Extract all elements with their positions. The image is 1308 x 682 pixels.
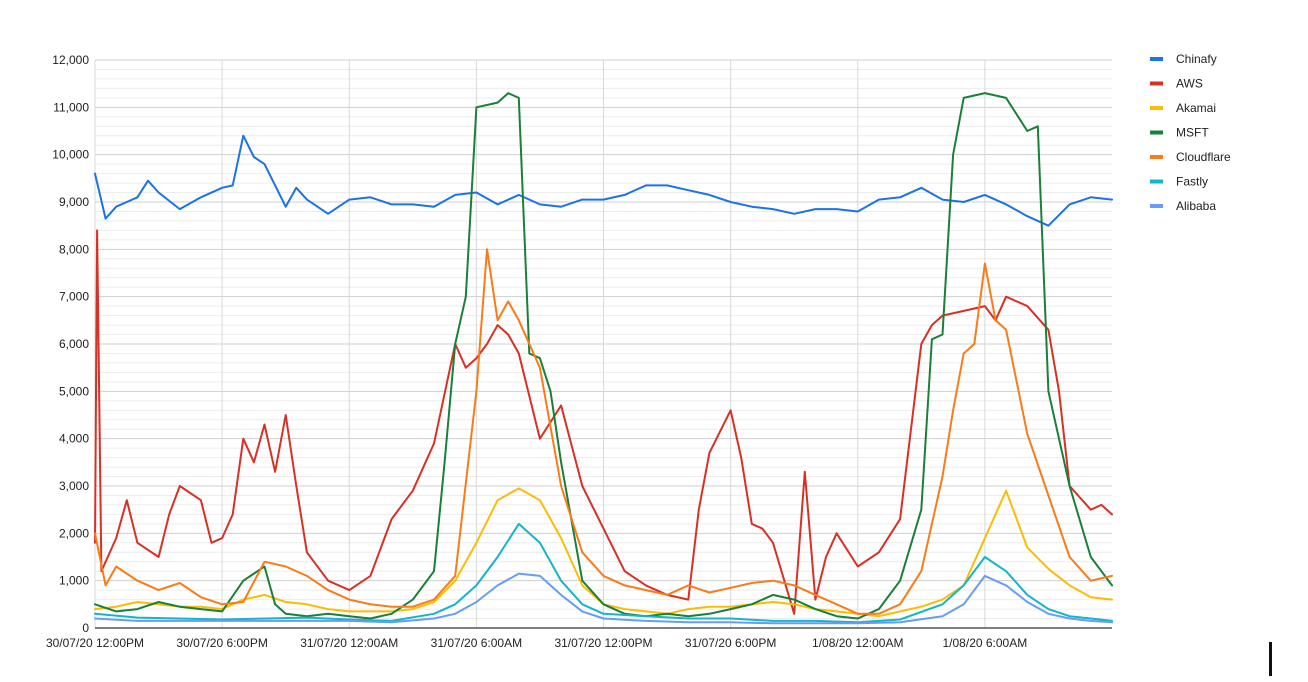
series-line-aws (94, 229, 1113, 615)
y-tick-label: 11,000 (53, 100, 89, 114)
y-tick-label: 9,000 (59, 195, 89, 209)
x-tick-label: 1/08/20 6:00AM (943, 636, 1028, 650)
legend-swatch-akamai (1150, 106, 1163, 110)
y-tick-label: 1,000 (59, 574, 89, 588)
x-tick-label: 31/07/20 6:00PM (685, 636, 776, 650)
series-line-alibaba (94, 572, 1113, 625)
series-line-msft (94, 92, 1113, 620)
legend-swatch-fastly (1150, 179, 1163, 184)
y-tick-label: 7,000 (59, 290, 89, 304)
y-axis: 0 1,000 2,000 3,000 4,000 5,000 6,000 7,000 8,00… (52, 53, 89, 635)
legend-label-msft: MSFT (1176, 126, 1209, 140)
series-layer (94, 92, 1113, 625)
legend-label-cloudflare: Cloudflare (1176, 150, 1231, 164)
y-tick-label: 8,000 (59, 242, 89, 256)
legend-label-akamai: Akamai (1176, 101, 1216, 115)
x-tick-label: 30/07/20 6:00PM (176, 636, 267, 650)
x-tick-label: 1/08/20 12:00AM (812, 636, 903, 650)
legend-swatch-alibaba (1150, 204, 1163, 208)
legend-swatch-msft (1150, 130, 1163, 135)
y-tick-label: 12,000 (52, 53, 89, 67)
series-line-fastly (94, 522, 1113, 624)
y-tick-label: 5,000 (59, 384, 89, 398)
legend: Chinafy AWS Akamai MSFT Cloudflare Fastly Alib… (1150, 52, 1231, 213)
y-tick-label: 3,000 (59, 479, 89, 493)
legend-label-alibaba: Alibaba (1176, 199, 1216, 213)
legend-swatch-chinafy (1150, 57, 1163, 61)
legend-swatch-aws (1150, 81, 1163, 86)
x-tick-label: 31/07/20 12:00PM (554, 636, 652, 650)
y-tick-label: 4,000 (59, 432, 89, 446)
legend-label-aws: AWS (1176, 77, 1203, 91)
y-tick-label: 0 (82, 621, 89, 635)
legend-label-fastly: Fastly (1176, 175, 1208, 189)
x-tick-label: 30/07/20 12:00PM (46, 636, 144, 650)
x-tick-label: 31/07/20 12:00AM (300, 636, 398, 650)
series-line-cloudflare (94, 248, 1113, 615)
x-tick-label: 31/07/20 6:00AM (431, 636, 522, 650)
grid (94, 59, 1112, 629)
text-cursor (1269, 642, 1272, 676)
series-line-chinafy (94, 134, 1113, 227)
legend-label-chinafy: Chinafy (1176, 52, 1217, 66)
legend-swatch-cloudflare (1150, 155, 1163, 159)
x-axis: 30/07/20 12:00PM 30/07/20 6:00PM 31/07/20 … (46, 636, 1027, 650)
y-tick-label: 2,000 (59, 526, 89, 540)
y-tick-label: 10,000 (52, 148, 89, 162)
y-tick-label: 6,000 (59, 337, 89, 351)
